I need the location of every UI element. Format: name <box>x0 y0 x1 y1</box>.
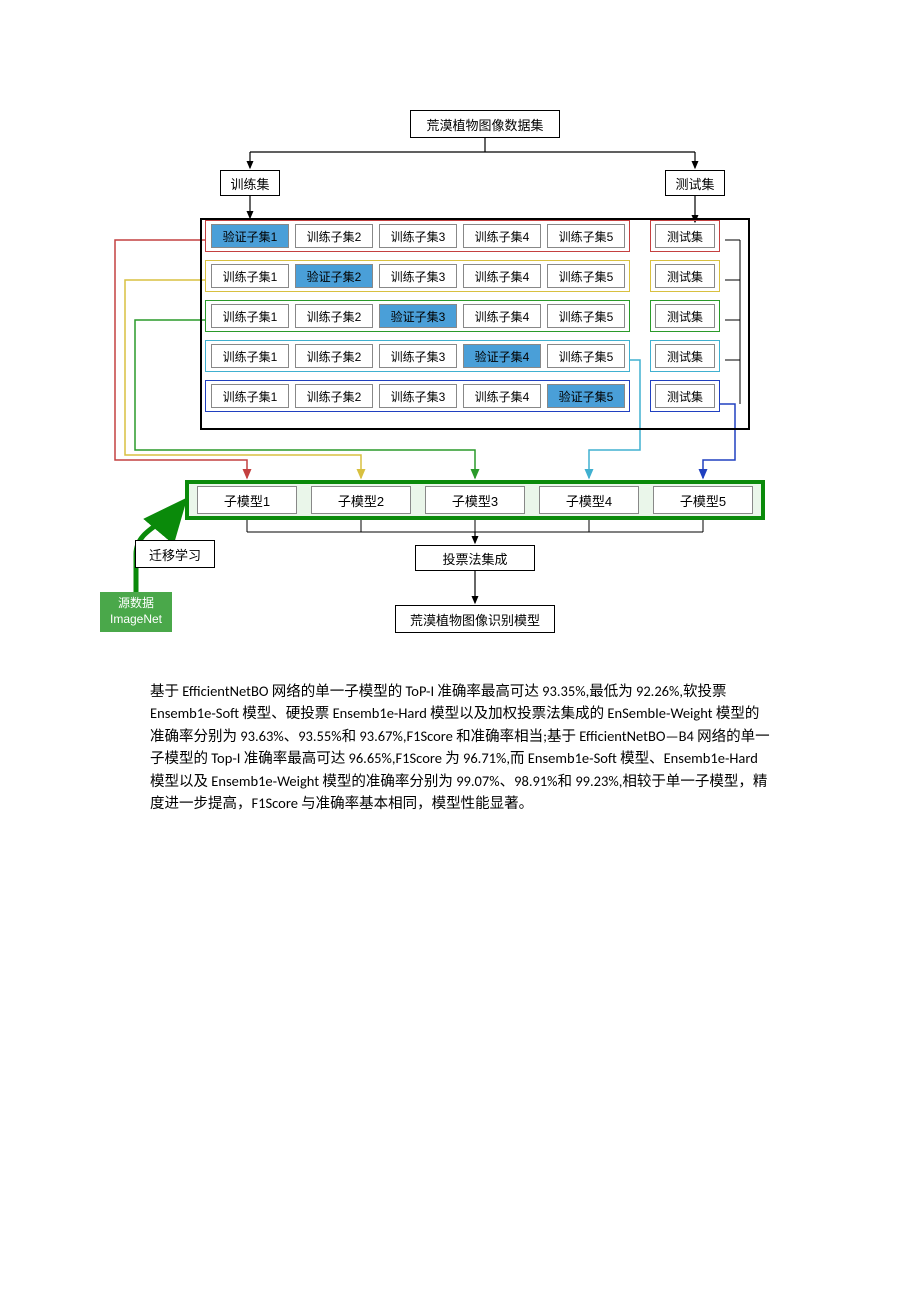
node-source: 源数据 ImageNet <box>100 592 172 632</box>
fold-cell: 训练子集1 <box>211 344 289 368</box>
test-cell: 测试集 <box>655 384 715 408</box>
fold-cell: 训练子集2 <box>295 304 373 328</box>
fold-cell: 训练子集1 <box>211 264 289 288</box>
fold-cell: 训练子集4 <box>463 224 541 248</box>
submodel-box: 子模型4 <box>539 486 639 514</box>
fold-cell: 训练子集5 <box>547 304 625 328</box>
fold-cell: 验证子集2 <box>295 264 373 288</box>
node-test: 测试集 <box>665 170 725 196</box>
node-train: 训练集 <box>220 170 280 196</box>
fold-cell: 训练子集5 <box>547 264 625 288</box>
fold-cell: 验证子集4 <box>463 344 541 368</box>
fold-cell: 训练子集3 <box>379 384 457 408</box>
fold-cell: 训练子集2 <box>295 384 373 408</box>
body-paragraph: 基于 EfficientNetBO 网络的单一子模型的 ToP-I 准确率最高可… <box>150 680 770 815</box>
fold-cell: 验证子集3 <box>379 304 457 328</box>
node-dataset: 荒漠植物图像数据集 <box>410 110 560 138</box>
fold-cell: 训练子集2 <box>295 224 373 248</box>
fold-cell: 训练子集4 <box>463 384 541 408</box>
fold-cell: 训练子集3 <box>379 344 457 368</box>
node-transfer: 迁移学习 <box>135 540 215 568</box>
fold-cell: 验证子集5 <box>547 384 625 408</box>
fold-cell: 验证子集1 <box>211 224 289 248</box>
fold-cell: 训练子集5 <box>547 344 625 368</box>
fold-cell: 训练子集2 <box>295 344 373 368</box>
test-cell: 测试集 <box>655 344 715 368</box>
test-cell: 测试集 <box>655 224 715 248</box>
fold-cell: 训练子集3 <box>379 264 457 288</box>
flowchart: 荒漠植物图像数据集 训练集 测试集 迁移学习 投票法集成 荒漠植物图像识别模型 … <box>125 110 765 650</box>
submodel-box: 子模型2 <box>311 486 411 514</box>
fold-cell: 训练子集3 <box>379 224 457 248</box>
submodel-box: 子模型5 <box>653 486 753 514</box>
fold-cell: 训练子集5 <box>547 224 625 248</box>
test-cell: 测试集 <box>655 304 715 328</box>
source-line2: ImageNet <box>110 612 162 628</box>
submodel-box: 子模型3 <box>425 486 525 514</box>
submodel-box: 子模型1 <box>197 486 297 514</box>
node-output: 荒漠植物图像识别模型 <box>395 605 555 633</box>
fold-cell: 训练子集1 <box>211 304 289 328</box>
source-line1: 源数据 <box>118 596 154 612</box>
fold-cell: 训练子集1 <box>211 384 289 408</box>
fold-cell: 训练子集4 <box>463 264 541 288</box>
node-voting: 投票法集成 <box>415 545 535 571</box>
fold-cell: 训练子集4 <box>463 304 541 328</box>
test-cell: 测试集 <box>655 264 715 288</box>
